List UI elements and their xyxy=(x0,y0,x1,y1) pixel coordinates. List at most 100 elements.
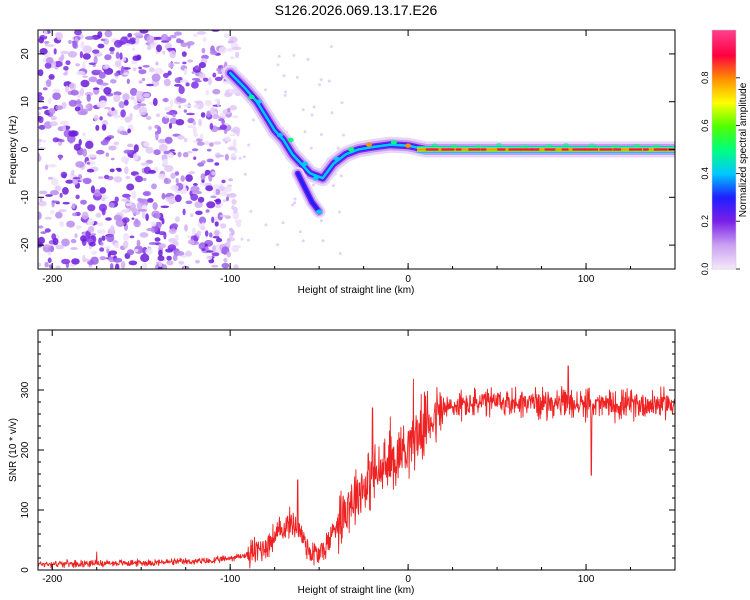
noise-speckle xyxy=(145,213,149,221)
noise-speckle xyxy=(178,105,182,109)
noise-speckle xyxy=(197,196,205,203)
noise-speckle xyxy=(208,77,212,86)
noise-speckle xyxy=(164,106,173,112)
noise-speckle xyxy=(205,209,210,213)
noise-speckle xyxy=(158,261,162,268)
noise-speckle xyxy=(126,183,135,191)
noise-speckle xyxy=(183,104,192,108)
noise-speckle xyxy=(113,257,123,263)
noise-speckle xyxy=(221,179,226,184)
noise-speckle xyxy=(113,91,122,96)
noise-speckle xyxy=(303,130,307,134)
signal-blob xyxy=(276,132,283,138)
colorbar-segment xyxy=(712,87,736,91)
noise-speckle xyxy=(145,146,154,154)
y-tick-label: 0 xyxy=(20,146,31,152)
noise-speckle xyxy=(45,194,53,197)
noise-speckle xyxy=(43,139,46,143)
noise-speckle xyxy=(194,100,203,104)
noise-speckle xyxy=(231,198,237,205)
noise-speckle xyxy=(53,48,57,55)
colorbar-segment xyxy=(712,77,736,81)
colorbar-segment xyxy=(712,265,736,268)
noise-speckle xyxy=(38,124,46,130)
noise-speckle xyxy=(73,143,81,151)
noise-speckle xyxy=(146,116,152,120)
noise-speckle xyxy=(102,65,109,70)
colorbar-segment xyxy=(712,95,736,99)
noise-speckle xyxy=(99,82,109,86)
noise-speckle xyxy=(87,226,95,233)
noise-speckle xyxy=(164,136,173,144)
colorbar-segment xyxy=(712,237,736,240)
noise-speckle xyxy=(311,183,315,187)
snr-x-label: Height of straight line (km) xyxy=(298,585,415,596)
colorbar-segment xyxy=(712,39,736,43)
noise-speckle xyxy=(293,197,297,201)
colorbar-segment xyxy=(712,235,736,238)
noise-speckle xyxy=(198,216,207,225)
noise-speckle xyxy=(218,65,223,69)
noise-speckle xyxy=(221,118,225,125)
noise-speckle xyxy=(298,230,302,234)
tone-ripple xyxy=(589,143,596,147)
noise-speckle xyxy=(118,101,125,109)
noise-speckle xyxy=(205,89,210,96)
colorbar-segment xyxy=(712,191,736,194)
noise-speckle xyxy=(247,143,251,147)
signal-blob xyxy=(287,137,294,143)
noise-speckle xyxy=(231,156,237,161)
spectrogram-x-ticks: -200 -100 0 100 xyxy=(42,30,676,285)
noise-speckle xyxy=(162,98,169,103)
noise-speckle xyxy=(174,171,180,176)
colorbar-segment xyxy=(712,45,736,49)
noise-speckle xyxy=(108,145,117,151)
colorbar-tick-label: 0.8 xyxy=(700,72,710,85)
noise-speckle xyxy=(182,61,187,65)
noise-speckle xyxy=(321,239,325,243)
noise-speckle xyxy=(146,227,155,232)
noise-speckle xyxy=(59,221,64,227)
noise-speckle xyxy=(194,65,200,70)
noise-speckle xyxy=(106,234,115,243)
noise-speckle xyxy=(75,161,85,168)
noise-speckle xyxy=(200,173,206,181)
noise-speckle xyxy=(125,175,131,180)
noise-speckle xyxy=(158,243,167,249)
noise-speckle xyxy=(164,165,174,172)
noise-speckle xyxy=(180,42,188,47)
noise-speckle xyxy=(174,31,182,36)
noise-speckle xyxy=(140,162,150,166)
noise-speckle xyxy=(70,89,79,96)
noise-speckle xyxy=(60,50,70,55)
colorbar-segment xyxy=(712,181,736,184)
colorbar-segment xyxy=(712,107,736,111)
signal-blob xyxy=(333,156,340,162)
noise-speckle xyxy=(109,51,115,55)
noise-speckle xyxy=(82,45,93,54)
noise-speckle xyxy=(135,175,144,183)
noise-speckle xyxy=(230,56,235,60)
noise-speckle xyxy=(39,48,48,55)
colorbar-segment xyxy=(712,213,736,216)
noise-speckle xyxy=(181,51,187,57)
noise-speckle xyxy=(91,250,98,255)
colorbar-segment xyxy=(712,225,736,228)
snr-y-label: SNR (10 * v/v) xyxy=(8,418,19,482)
noise-speckle xyxy=(38,211,42,220)
noise-speckle xyxy=(105,152,110,157)
noise-speckle xyxy=(133,105,140,110)
colorbar-segment xyxy=(712,30,736,33)
colorbar-segment xyxy=(712,185,736,188)
noise-speckle xyxy=(101,197,106,201)
noise-speckle xyxy=(43,30,48,37)
noise-speckle xyxy=(173,61,180,65)
noise-speckle xyxy=(82,148,87,157)
noise-speckle xyxy=(191,81,199,89)
colorbar-segment xyxy=(712,223,736,226)
noise-speckle xyxy=(129,235,135,239)
noise-speckle xyxy=(74,30,82,36)
noise-speckle xyxy=(123,149,133,154)
noise-speckle xyxy=(340,101,344,105)
noise-speckle xyxy=(156,36,163,40)
